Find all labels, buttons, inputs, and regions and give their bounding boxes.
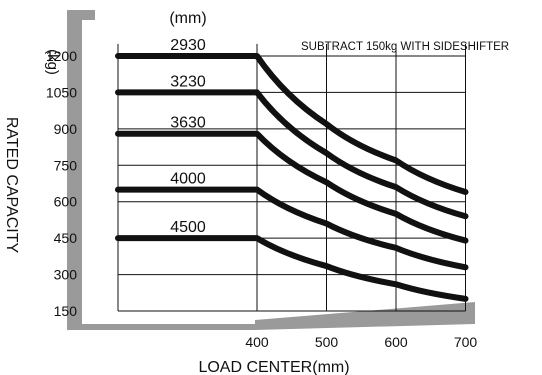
series-label-3630: 3630 [170,115,206,132]
y-tick-label-150: 150 [54,303,78,319]
series-label-2930: 2930 [170,37,206,54]
series-label-3230: 3230 [170,73,206,90]
y-tick-label-450: 450 [54,230,78,246]
curve-4000 [115,186,469,271]
x-axis-title: LOAD CENTER(mm) [198,359,349,375]
x-tick-label-400: 400 [245,334,269,350]
curve-4500 [115,235,469,302]
chart-note: SUBTRACT 150kg WITH SIDESHIFTER [301,41,509,53]
x-tick-label-700: 700 [454,334,478,350]
y-tick-label-750: 750 [54,157,78,173]
y-axis-title: RATED CAPACITY [3,117,20,254]
curve-3230 [115,89,469,220]
y-unit-label: (kg) [44,49,61,75]
y-tick-label-1050: 1050 [46,84,77,100]
x-tick-label-500: 500 [315,334,339,350]
y-tick-label-300: 300 [54,267,78,283]
curve-2930 [115,53,469,195]
series-label-4500: 4500 [170,219,206,236]
curve-3630 [115,130,469,244]
capacity-curves: 2930 3230 3630 4000 4500 [115,37,469,302]
series-label-4000: 4000 [170,171,206,188]
y-tick-label-600: 600 [54,194,78,210]
tick-labels: 150 300 450 600 750 900 1050 1200 400 500 600 700 [46,48,478,350]
series-unit-label: (mm) [169,10,206,27]
x-tick-label-600: 600 [384,334,408,350]
y-tick-label-900: 900 [54,121,78,137]
chart-labels: (mm) SUBTRACT 150kg WITH SIDESHIFTER (kg… [3,10,509,375]
y-tick-label-1200: 1200 [46,48,77,64]
